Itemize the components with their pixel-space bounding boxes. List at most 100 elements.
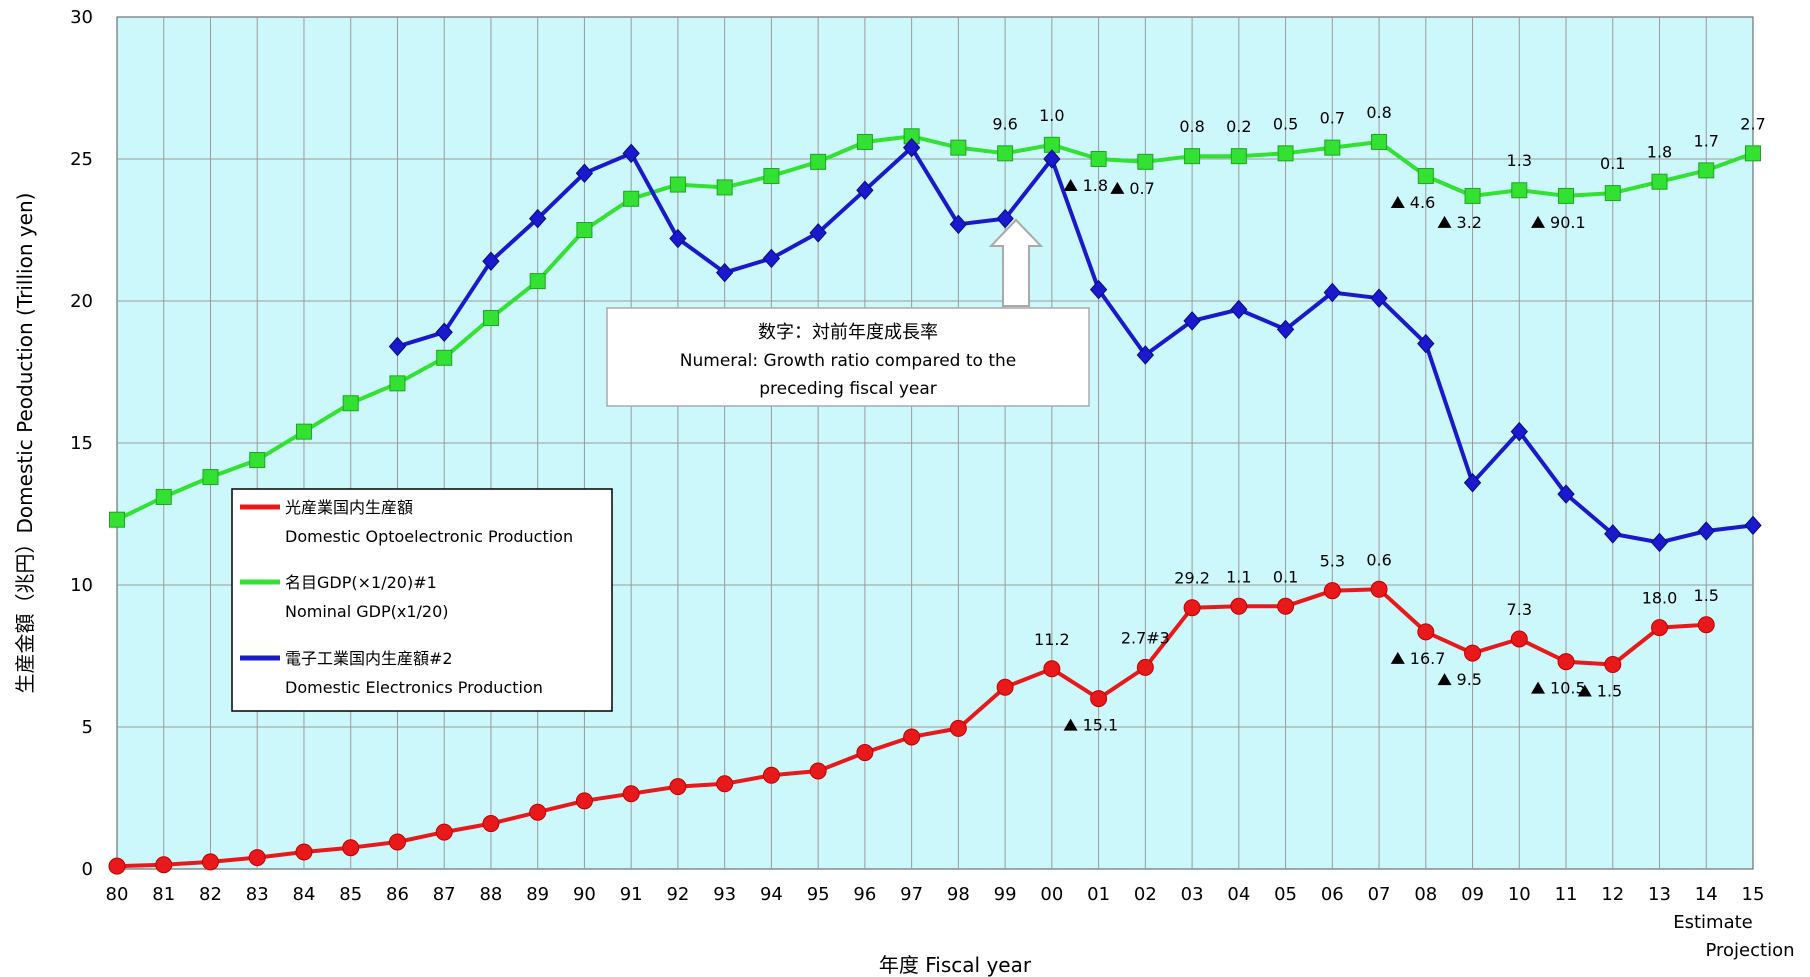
marker-gdp: [1277, 145, 1294, 162]
marker-gdp: [810, 153, 827, 170]
marker-gdp: [1417, 168, 1434, 185]
decline-triangle-icon: [1390, 651, 1405, 664]
marker-opto: [201, 853, 219, 871]
growth-label: 90.1: [1550, 213, 1586, 232]
marker-elec: [1089, 279, 1108, 300]
marker-gdp: [342, 395, 359, 412]
x-tick-label: 06: [1321, 884, 1344, 905]
growth-label: 0.1: [1273, 567, 1298, 586]
y-tick-label: 30: [70, 7, 93, 28]
x-tick-label: 01: [1087, 884, 1110, 905]
marker-elec: [1650, 532, 1669, 553]
x-tick-label: 10: [1508, 884, 1531, 905]
marker-opto: [342, 839, 360, 857]
marker-elec: [1043, 149, 1061, 169]
marker-elec: [949, 214, 968, 235]
growth-label: 0.8: [1366, 103, 1391, 122]
marker-opto: [1183, 599, 1201, 617]
marker-elec: [1697, 521, 1715, 541]
decline-triangle-icon: [1063, 179, 1078, 191]
growth-label: 0.1: [1600, 154, 1625, 173]
legend: 光産業国内生産額 Domestic Optoelectronic Product…: [231, 488, 613, 712]
marker-gdp: [155, 488, 172, 505]
marker-elec: [529, 208, 547, 229]
callout-title: 数字：対前年度成長率: [758, 322, 938, 343]
marker-gdp: [249, 452, 266, 469]
marker-gdp: [856, 133, 873, 150]
legend-label-gdp-en: Nominal GDP(x1/20): [285, 602, 449, 621]
marker-gdp: [716, 179, 733, 196]
x-tick-label: 81: [152, 884, 175, 905]
marker-opto: [1604, 656, 1622, 674]
growth-label: 0.5: [1273, 114, 1298, 133]
x-tick-label: 12: [1601, 884, 1624, 905]
marker-elec: [435, 322, 453, 342]
growth-label: 18.0: [1642, 589, 1678, 608]
growth-label: 0.7: [1129, 179, 1154, 198]
marker-opto: [903, 728, 921, 746]
marker-opto: [622, 785, 640, 803]
legend-box: [231, 488, 613, 712]
marker-elec: [856, 180, 874, 200]
decline-triangle-icon: [1577, 684, 1592, 697]
x-tick-label: 02: [1134, 884, 1157, 905]
marker-opto: [1136, 658, 1154, 676]
x-tick-label: 03: [1181, 884, 1204, 905]
legend-label-elec-en: Domestic Electronics Production: [285, 678, 543, 697]
marker-elec: [1604, 524, 1622, 544]
marker-gdp: [1651, 173, 1668, 190]
y-tick-label: 25: [70, 149, 93, 170]
marker-gdp: [1184, 148, 1201, 165]
marker-elec: [902, 137, 921, 158]
marker-elec: [1557, 484, 1575, 504]
x-tick-label: 93: [713, 884, 736, 905]
growth-label: 16.7: [1410, 649, 1446, 668]
callout-box: [606, 307, 1090, 407]
marker-opto: [1277, 597, 1295, 615]
marker-elec: [388, 336, 407, 357]
x-note-projection: Projection: [1705, 940, 1794, 961]
marker-elec: [1183, 311, 1201, 331]
x-tick-label: 92: [666, 884, 689, 905]
marker-gdp: [1698, 162, 1715, 179]
legend-label-gdp: 名目GDP(×1/20)#1: [285, 573, 437, 592]
growth-label: 0.2: [1226, 117, 1251, 136]
growth-label: 10.5: [1550, 679, 1586, 698]
y-tick-label: 15: [70, 433, 93, 454]
x-tick-label: 90: [573, 884, 596, 905]
marker-opto: [809, 762, 827, 780]
marker-opto: [1557, 653, 1575, 671]
x-tick-label: 13: [1648, 884, 1671, 905]
x-tick-label: 89: [526, 884, 549, 905]
x-axis-title: 年度 Fiscal year: [879, 953, 1032, 977]
growth-label: 9.5: [1457, 670, 1482, 689]
marker-elec: [715, 262, 734, 283]
decline-triangle-icon: [1531, 681, 1546, 694]
decline-triangle-icon: [1110, 181, 1125, 194]
y-tick-label: 5: [82, 717, 93, 738]
marker-gdp: [529, 273, 546, 290]
marker-opto: [295, 843, 313, 861]
growth-label: 11.2: [1034, 630, 1070, 649]
marker-opto: [1370, 580, 1388, 598]
growth-label: 2.7#3: [1121, 628, 1170, 647]
marker-gdp: [1090, 151, 1107, 167]
marker-opto: [1464, 644, 1482, 662]
x-tick-label: 11: [1555, 884, 1578, 905]
growth-label: 3.2: [1457, 213, 1482, 232]
growth-label: 1.1: [1226, 567, 1251, 586]
x-tick-label: 08: [1414, 884, 1437, 905]
marker-elec: [809, 223, 827, 243]
marker-elec: [669, 228, 687, 249]
y-tick-label: 20: [70, 291, 93, 312]
x-tick-label: 97: [900, 884, 923, 905]
x-tick-label: 82: [199, 884, 222, 905]
marker-opto: [1230, 597, 1248, 615]
markers-layer: [108, 128, 1762, 875]
x-axis-ticks: 80 81 82 83 84 85 86 87 88 89 90 91 92 93 94 95 96 97 98 99…: [106, 884, 1765, 905]
marker-elec: [1417, 333, 1435, 354]
x-tick-label: 05: [1274, 884, 1297, 905]
legend-label-opto-en: Domestic Optoelectronic Production: [285, 527, 573, 546]
x-tick-label: 85: [339, 884, 362, 905]
